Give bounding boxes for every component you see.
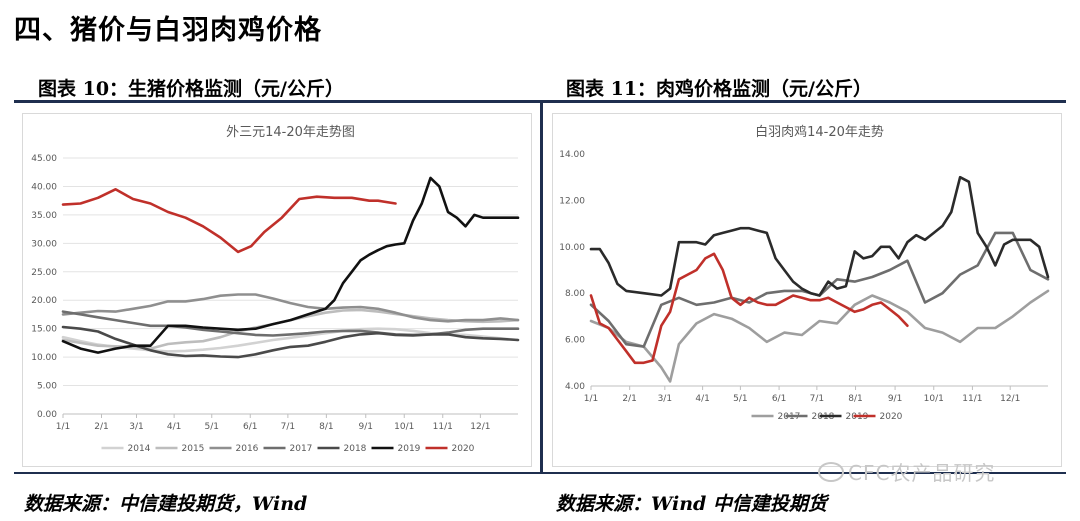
header-rule-right — [543, 100, 1066, 103]
y-tick-label: 5.00 — [37, 382, 57, 392]
y-tick-label: 20.00 — [31, 296, 57, 306]
broiler-price-chart: 白羽肉鸡14-20年走势 4.00 6.00 8.00 10.00 12.00 14.00 1… — [552, 113, 1062, 467]
y-tick-label: 10.00 — [31, 353, 57, 363]
x-tick-label: 6/1 — [772, 394, 786, 404]
y-tick-label: 10.00 — [559, 243, 585, 253]
x-tick-label: 4/1 — [695, 394, 709, 404]
figure-11-source: 数据来源：Wind 中信建投期货 — [556, 493, 827, 515]
x-tick-label: 9/1 — [359, 422, 373, 432]
wechat-icon — [818, 462, 844, 482]
x-tick-label: 8/1 — [848, 394, 862, 404]
legend-label-2016: 2016 — [236, 444, 259, 454]
x-tick-label: 1/1 — [584, 394, 598, 404]
x-tick-label: 2/1 — [622, 394, 636, 404]
y-tick-label: 25.00 — [31, 268, 57, 278]
y-tick-label: 45.00 — [31, 154, 57, 164]
y-tick-label: 35.00 — [31, 211, 57, 221]
figure-divider — [540, 100, 543, 472]
x-tick-label: 7/1 — [810, 394, 824, 404]
y-tick-label: 8.00 — [565, 289, 585, 299]
watermark-text: CFC农产品研究 — [848, 461, 996, 485]
section-title: 四、猪价与白羽肉鸡价格 — [14, 15, 322, 46]
x-tick-label: 3/1 — [658, 394, 672, 404]
y-tick-label: 6.00 — [565, 336, 585, 346]
pig-price-chart: 外三元14-20年走势图 0.00 5.00 10.00 15.00 20.00 25.00… — [22, 113, 532, 467]
x-tick-label: 3/1 — [129, 422, 143, 432]
x-tick-label: 11/1 — [433, 422, 453, 432]
series-line-2019 — [61, 176, 520, 354]
legend-label-2020: 2020 — [452, 444, 475, 454]
legend-label-2014: 2014 — [128, 444, 151, 454]
y-tick-label: 40.00 — [31, 182, 57, 192]
watermark: CFC农产品研究 — [818, 457, 995, 486]
x-tick-label: 12/1 — [1000, 394, 1020, 404]
broiler-price-chart-svg: 白羽肉鸡14-20年走势 4.00 6.00 8.00 10.00 12.00 14.00 1… — [559, 124, 1050, 422]
legend-label-2017: 2017 — [290, 444, 313, 454]
y-tick-label: 0.00 — [37, 410, 57, 420]
figure-10-source: 数据来源：中信建投期货，Wind — [24, 493, 308, 515]
x-tick-label: 8/1 — [319, 422, 333, 432]
x-tick-label: 12/1 — [470, 422, 490, 432]
figure-11-caption: 图表 11：肉鸡价格监测（元/公斤） — [566, 78, 872, 100]
figure-10-caption: 图表 10：生猪价格监测（元/公斤） — [38, 78, 344, 100]
series-line-2020 — [589, 252, 909, 365]
series-line-2017 — [61, 310, 520, 337]
x-tick-label: 5/1 — [205, 422, 219, 432]
chart-title: 白羽肉鸡14-20年走势 — [755, 124, 884, 140]
x-tick-label: 2/1 — [94, 422, 108, 432]
y-tick-label: 12.00 — [559, 196, 585, 206]
legend-label-2019: 2019 — [398, 444, 421, 454]
legend-label-2015: 2015 — [182, 444, 205, 454]
legend-label-2020: 2020 — [880, 412, 903, 422]
x-tick-label: 9/1 — [888, 394, 902, 404]
series-line-2016 — [61, 293, 520, 323]
footer-rule — [14, 472, 1066, 474]
series-line-2020 — [61, 188, 397, 254]
x-tick-label: 10/1 — [924, 394, 944, 404]
x-tick-label: 10/1 — [394, 422, 414, 432]
x-tick-label: 5/1 — [733, 394, 747, 404]
y-tick-label: 15.00 — [31, 325, 57, 335]
legend-label-2018: 2018 — [344, 444, 367, 454]
series-line-2017 — [589, 289, 1050, 383]
x-tick-label: 7/1 — [281, 422, 295, 432]
x-tick-label: 1/1 — [56, 422, 70, 432]
x-tick-label: 11/1 — [962, 394, 982, 404]
chart-title: 外三元14-20年走势图 — [226, 124, 355, 140]
header-rule-left — [14, 100, 540, 103]
series-line-2019 — [589, 175, 1050, 297]
y-tick-label: 14.00 — [559, 150, 585, 160]
y-tick-label: 4.00 — [565, 382, 585, 392]
y-tick-label: 30.00 — [31, 239, 57, 249]
pig-price-chart-svg: 外三元14-20年走势图 0.00 5.00 10.00 15.00 20.00 25.00… — [31, 124, 520, 454]
x-tick-label: 4/1 — [167, 422, 181, 432]
x-tick-label: 6/1 — [243, 422, 257, 432]
